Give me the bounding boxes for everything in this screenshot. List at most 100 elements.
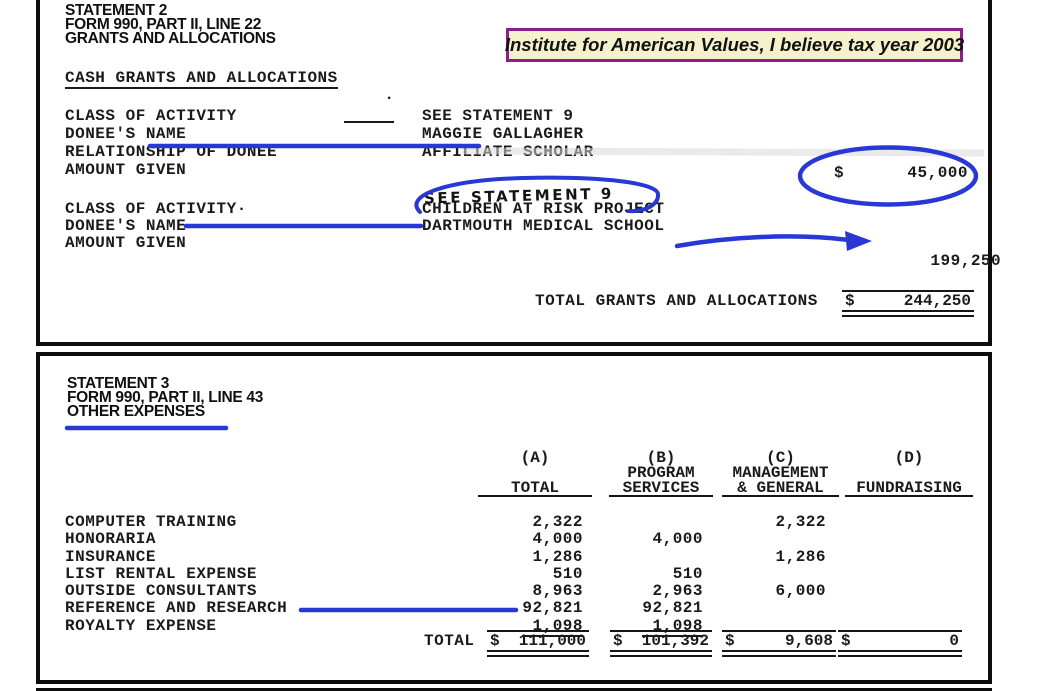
expense-cell <box>827 549 958 566</box>
expense-row-label: LIST RENTAL EXPENSE <box>65 564 257 583</box>
expense-cell: 2,322 <box>532 513 583 531</box>
double-rule <box>610 652 712 657</box>
expense-cell: 8,963 <box>532 582 583 601</box>
total-c-value: 9,608 <box>784 632 833 650</box>
expense-cell: 2,963 <box>652 582 703 601</box>
expense-cell <box>827 566 958 583</box>
stmt2-total-label: TOTAL GRANTS AND ALLOCATIONS <box>535 292 818 310</box>
col-c-letter: (C) <box>766 449 795 467</box>
statement3-frame <box>36 352 992 684</box>
col-b-name: SERVICES <box>622 479 700 497</box>
total-b-value: 101,392 <box>641 632 709 650</box>
expense-row-label: REFERENCE AND RESEARCH <box>65 599 288 618</box>
expense-cell: 1,286 <box>775 547 826 566</box>
grant1-currency: $ <box>834 164 845 182</box>
heading-tail-dot: . <box>384 86 395 104</box>
col-a-name: TOTAL <box>510 479 559 497</box>
total-d-currency: $ <box>841 632 851 650</box>
grant2-row2-value: DARTMOUTH MEDICAL SCHOOL <box>422 217 665 235</box>
col-d-letter: (D) <box>894 449 924 467</box>
grant1-amount: $ 45,000 <box>834 165 968 182</box>
stmt3-total-c: $ 9,608 <box>722 630 836 657</box>
stmt3-total-a: $ 111,000 <box>487 630 589 657</box>
total-d-value: 0 <box>949 632 959 650</box>
stmt3-title-line1: STATEMENT 3 <box>67 375 170 392</box>
grant1-row2-value: MAGGIE GALLAGHER <box>422 125 584 143</box>
cash-grants-heading: CASH GRANTS AND ALLOCATIONS <box>65 69 338 89</box>
col-c-name: & GENERAL <box>737 479 824 497</box>
double-rule <box>722 652 836 657</box>
grant2-row2-label: DONEE'S NAME <box>65 217 187 235</box>
heading-underline-tail: . <box>344 70 394 123</box>
expense-cell: 510 <box>672 564 703 583</box>
expense-cell: 92,821 <box>522 599 583 618</box>
col-c-header: (C) MANAGEMENT & GENERAL <box>722 449 839 497</box>
stmt2-total-amount: $ 244,250 <box>842 290 974 317</box>
expense-cell: 6,000 <box>775 582 826 601</box>
expense-cell <box>827 531 958 548</box>
expense-cell: 1,286 <box>532 547 583 566</box>
grant2-row3-label: AMOUNT GIVEN <box>65 234 187 252</box>
grant1-row3-value: AFFILIATE SCHOLAR <box>422 143 594 161</box>
total-a-currency: $ <box>490 632 500 650</box>
statement2-frame <box>36 0 992 346</box>
total-b-currency: $ <box>613 632 623 650</box>
grant1-row1-value: SEE STATEMENT 9 <box>422 107 574 125</box>
stmt3-total-b: $ 101,392 <box>610 630 712 657</box>
grant1-amount-value: 45,000 <box>907 164 968 182</box>
total-c-currency: $ <box>725 632 735 650</box>
other-expenses-table: COMPUTER TRAINING 2,322 2,322 HONORARIA … <box>65 513 958 637</box>
expense-row-label: OUTSIDE CONSULTANTS <box>65 582 257 601</box>
double-rule <box>838 652 962 657</box>
expense-cell <box>703 600 827 617</box>
stmt2-total-currency: $ <box>845 292 855 310</box>
stmt2-title-line3: GRANTS AND ALLOCATIONS <box>65 30 276 47</box>
expense-row-label: ROYALTY EXPENSE <box>65 616 217 635</box>
stmt2-title-line1: STATEMENT 2 <box>65 2 168 19</box>
total-a-value: 111,000 <box>518 632 586 650</box>
stmt3-title-line3: OTHER EXPENSES <box>67 403 205 420</box>
grant1-row2-label: DONEE'S NAME <box>65 125 187 143</box>
col-a-letter: (A) <box>520 449 550 467</box>
double-rule <box>842 312 974 317</box>
col-b-header: (B) PROGRAM SERVICES <box>609 449 713 497</box>
stmt3-total-d: $ 0 <box>838 630 962 657</box>
expense-cell: 510 <box>552 564 583 583</box>
expense-row-label: COMPUTER TRAINING <box>65 513 237 531</box>
col-d-name: FUNDRAISING <box>856 479 962 497</box>
expense-cell <box>703 566 827 583</box>
expense-cell <box>703 531 827 548</box>
stmt2-total-value: 244,250 <box>903 292 971 310</box>
expense-cell: 4,000 <box>652 530 703 549</box>
col-b-letter: (B) <box>646 449 676 467</box>
expense-row-label: HONORARIA <box>65 530 156 549</box>
col-a-header: (A) TOTAL <box>478 449 592 497</box>
expense-cell: 2,322 <box>775 513 826 531</box>
grant1-row3-label: RELATIONSHIP OF DONEE <box>65 143 278 161</box>
stmt3-total-label: TOTAL <box>424 632 475 650</box>
grant2-amount: 199,250 <box>890 236 1000 287</box>
reviewer-note: Institute for American Values, I believe… <box>504 28 965 62</box>
next-section-frame <box>36 688 992 691</box>
stmt2-title-line2: FORM 990, PART II, LINE 22 <box>65 16 262 33</box>
grant1-row1-label: CLASS OF ACTIVITY <box>65 107 237 125</box>
double-rule <box>487 652 589 657</box>
expense-cell <box>827 583 958 600</box>
grant1-row4-label: AMOUNT GIVEN <box>65 161 187 179</box>
col-d-header: (D) FUNDRAISING <box>845 449 973 497</box>
expense-cell: 4,000 <box>532 530 583 549</box>
expense-row-label: INSURANCE <box>65 547 156 566</box>
expense-cell <box>827 600 958 617</box>
reviewer-note-text: Institute for American Values, I believe… <box>504 34 965 55</box>
grant2-amount-value: 199,250 <box>930 252 1002 270</box>
expense-cell <box>583 549 703 566</box>
expense-cell: 92,821 <box>642 599 703 618</box>
expense-cell <box>827 514 958 531</box>
expense-cell <box>583 514 703 531</box>
grant2-row1-label: CLASS OF ACTIVITY· <box>65 200 247 218</box>
col-b-sub: PROGRAM <box>627 464 695 482</box>
grant2-row1-value: CHILDREN AT RISK PROJECT <box>422 200 665 218</box>
col-c-sub: MANAGEMENT <box>732 464 829 482</box>
stmt3-title-line2: FORM 990, PART II, LINE 43 <box>67 389 264 406</box>
